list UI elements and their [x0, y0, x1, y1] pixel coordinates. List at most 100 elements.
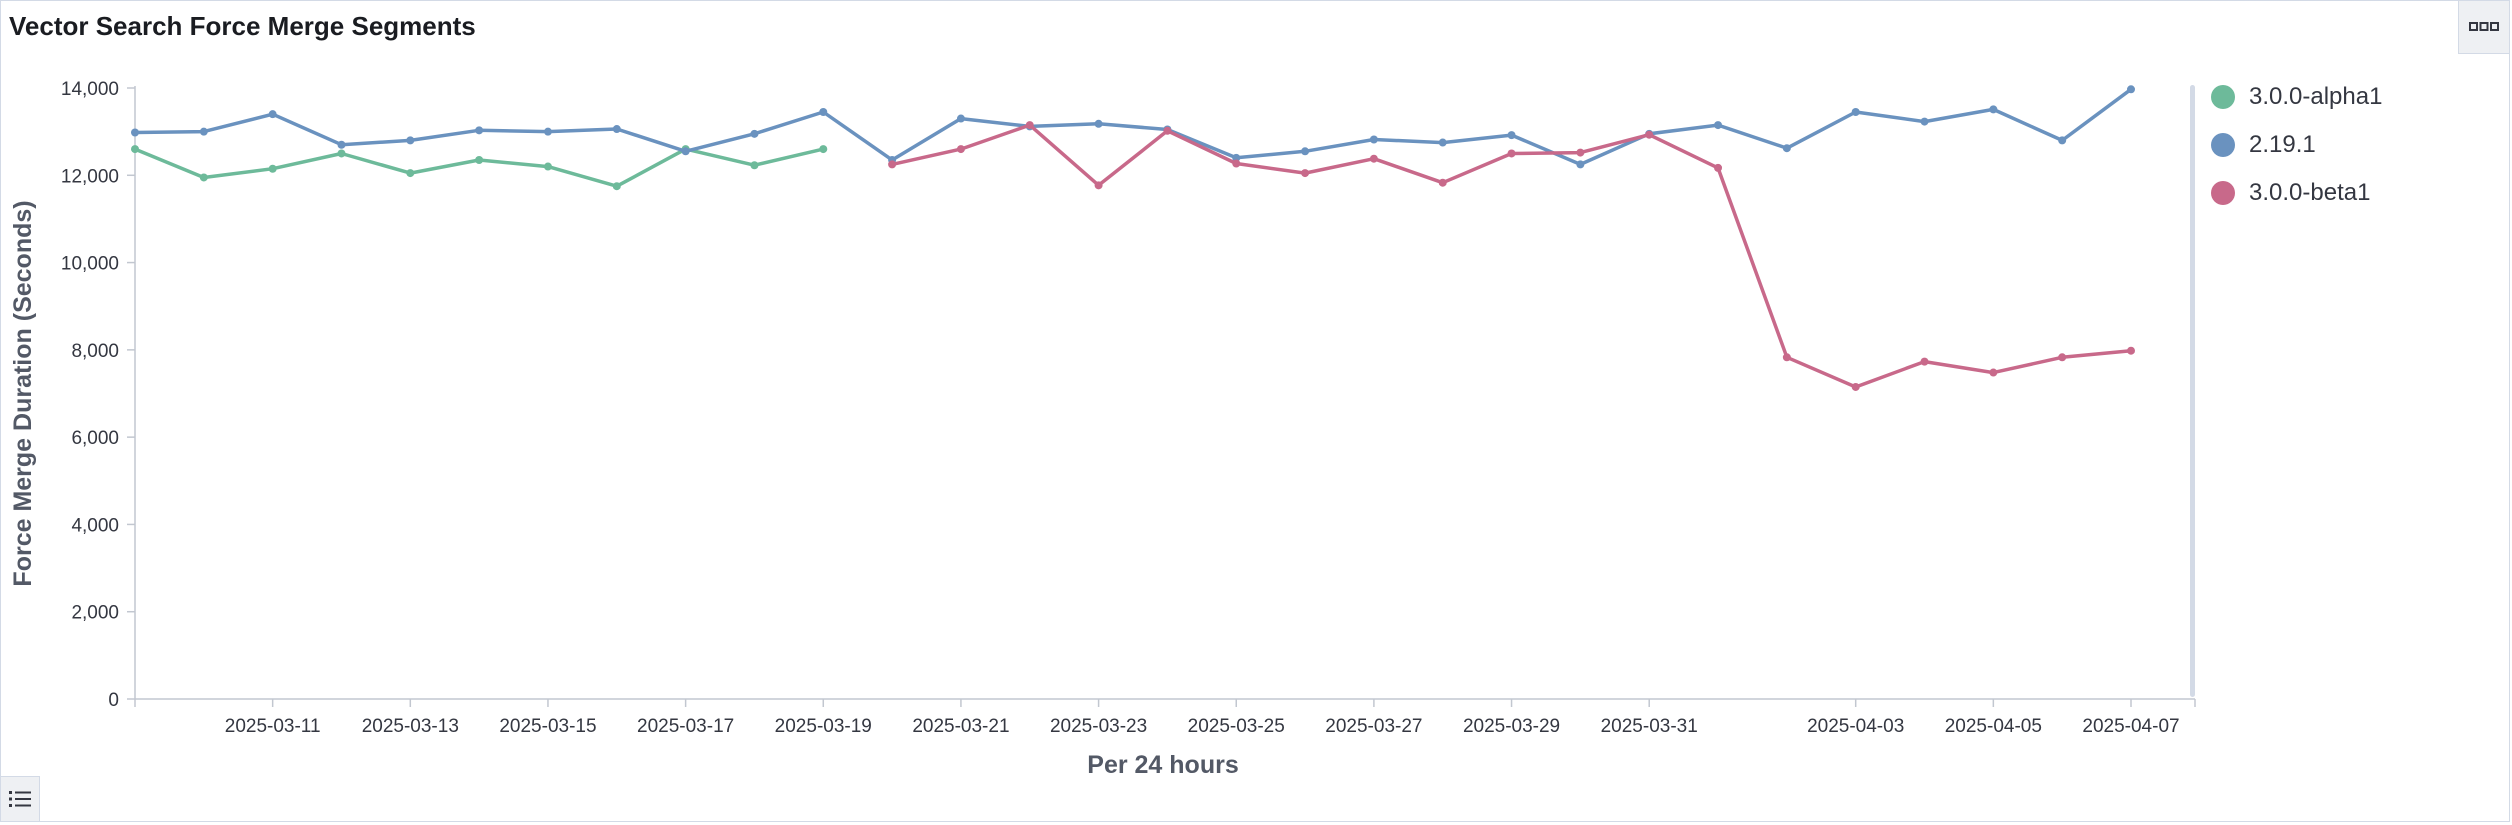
legend-item[interactable]: 2.19.1 [2211, 121, 2382, 169]
data-point-2.19.1 [1851, 108, 1860, 117]
legend-color-swatch [2211, 133, 2235, 157]
data-point-3.0.0-alpha1 [750, 161, 759, 170]
data-point-3.0.0-alpha1 [543, 162, 552, 171]
data-point-3.0.0-beta1 [1576, 148, 1585, 157]
x-tick-label: 2025-03-15 [499, 716, 596, 737]
data-point-2.19.1 [1301, 147, 1310, 156]
legend-toggle-button[interactable] [1, 776, 40, 821]
data-point-3.0.0-beta1 [1163, 126, 1172, 135]
x-tick-label: 2025-03-21 [912, 716, 1009, 737]
data-point-2.19.1 [612, 125, 621, 134]
y-tick-label: 10,000 [61, 254, 119, 275]
data-point-3.0.0-beta1 [1714, 163, 1723, 172]
data-point-2.19.1 [1782, 144, 1791, 153]
data-point-3.0.0-beta1 [956, 145, 965, 154]
data-point-2.19.1 [1920, 117, 1929, 126]
data-point-3.0.0-beta1 [1301, 169, 1310, 178]
x-tick-label: 2025-04-07 [2082, 716, 2179, 737]
panel-options-button[interactable] [2458, 1, 2509, 54]
data-point-3.0.0-alpha1 [612, 182, 621, 191]
x-tick-label: 2025-03-27 [1325, 716, 1422, 737]
data-point-3.0.0-beta1 [1438, 178, 1447, 187]
data-point-3.0.0-alpha1 [268, 164, 277, 173]
data-point-3.0.0-beta1 [1782, 353, 1791, 362]
data-point-2.19.1 [1438, 138, 1447, 147]
x-axis-title: Per 24 hours [1087, 751, 1238, 779]
x-tick-label: 2025-03-29 [1463, 716, 1560, 737]
y-tick-label: 8,000 [71, 341, 119, 362]
data-point-2.19.1 [681, 147, 690, 156]
list-icon [9, 791, 31, 807]
data-point-3.0.0-beta1 [1094, 181, 1103, 190]
data-point-3.0.0-alpha1 [199, 173, 208, 182]
legend-item[interactable]: 3.0.0-alpha1 [2211, 73, 2382, 121]
y-tick-label: 12,000 [61, 166, 119, 187]
data-point-2.19.1 [1369, 135, 1378, 144]
y-tick-label: 4,000 [71, 515, 119, 536]
y-tick-label: 14,000 [61, 79, 119, 100]
x-tick-label: 2025-04-03 [1807, 716, 1904, 737]
data-point-2.19.1 [1714, 121, 1723, 130]
data-point-3.0.0-beta1 [1369, 154, 1378, 163]
x-tick-label: 2025-03-19 [775, 716, 872, 737]
data-point-2.19.1 [337, 140, 346, 149]
data-point-3.0.0-beta1 [2058, 353, 2067, 362]
data-point-2.19.1 [131, 128, 139, 137]
data-point-2.19.1 [956, 114, 965, 123]
chart-legend: 3.0.0-alpha1 2.19.1 3.0.0-beta1 [2211, 73, 2382, 217]
legend-label: 3.0.0-beta1 [2249, 179, 2371, 206]
three-dots-icon [2469, 22, 2499, 31]
series-line-3.0.0-beta1 [891, 123, 2132, 389]
x-tick-label: 2025-03-17 [637, 716, 734, 737]
data-point-3.0.0-beta1 [1851, 382, 1860, 391]
data-point-2.19.1 [268, 110, 277, 119]
data-point-3.0.0-beta1 [1645, 130, 1654, 139]
data-point-2.19.1 [1094, 119, 1103, 128]
data-point-2.19.1 [750, 129, 759, 138]
data-point-2.19.1 [543, 127, 552, 136]
data-point-3.0.0-beta1 [888, 160, 897, 169]
data-point-3.0.0-alpha1 [475, 156, 484, 165]
y-tick-label: 0 [108, 690, 119, 711]
x-tick-label: 2025-03-13 [362, 716, 459, 737]
legend-color-swatch [2211, 181, 2235, 205]
data-point-2.19.1 [1576, 160, 1585, 169]
data-point-3.0.0-alpha1 [406, 169, 415, 178]
panel-title: Vector Search Force Merge Segments [9, 11, 476, 41]
x-tick-label: 2025-03-23 [1050, 716, 1147, 737]
legend-label: 3.0.0-alpha1 [2249, 83, 2383, 110]
data-point-2.19.1 [2058, 136, 2067, 145]
series-line-3.0.0-alpha1 [134, 147, 824, 188]
x-tick-label: 2025-03-31 [1601, 716, 1698, 737]
data-point-3.0.0-beta1 [1920, 357, 1929, 366]
legend-color-swatch [2211, 85, 2235, 109]
data-point-3.0.0-alpha1 [819, 145, 828, 154]
data-point-2.19.1 [406, 136, 415, 145]
data-point-2.19.1 [1989, 105, 1998, 114]
data-point-3.0.0-beta1 [1989, 368, 1998, 377]
data-point-3.0.0-beta1 [1507, 149, 1516, 158]
data-point-2.19.1 [1507, 131, 1516, 140]
data-point-2.19.1 [1232, 153, 1241, 162]
x-tick-label: 2025-04-05 [1945, 716, 2042, 737]
data-point-3.0.0-alpha1 [131, 145, 139, 154]
data-point-2.19.1 [2127, 85, 2135, 94]
legend-scrollbar[interactable] [2190, 85, 2195, 697]
data-point-2.19.1 [475, 126, 484, 135]
data-point-3.0.0-beta1 [1232, 159, 1241, 168]
y-tick-label: 6,000 [71, 428, 119, 449]
series-line-2.19.1 [134, 87, 2133, 167]
data-point-3.0.0-alpha1 [337, 149, 346, 158]
y-tick-label: 2,000 [71, 603, 119, 624]
legend-label: 2.19.1 [2249, 131, 2316, 158]
data-point-3.0.0-beta1 [1025, 121, 1034, 130]
x-tick-label: 2025-03-25 [1188, 716, 1285, 737]
x-tick-label: 2025-03-11 [225, 716, 321, 737]
data-point-2.19.1 [819, 108, 828, 117]
legend-item[interactable]: 3.0.0-beta1 [2211, 169, 2382, 217]
data-point-3.0.0-beta1 [2127, 346, 2135, 355]
y-axis-title: Force Merge Duration (Seconds) [9, 200, 37, 586]
data-point-2.19.1 [199, 127, 208, 136]
